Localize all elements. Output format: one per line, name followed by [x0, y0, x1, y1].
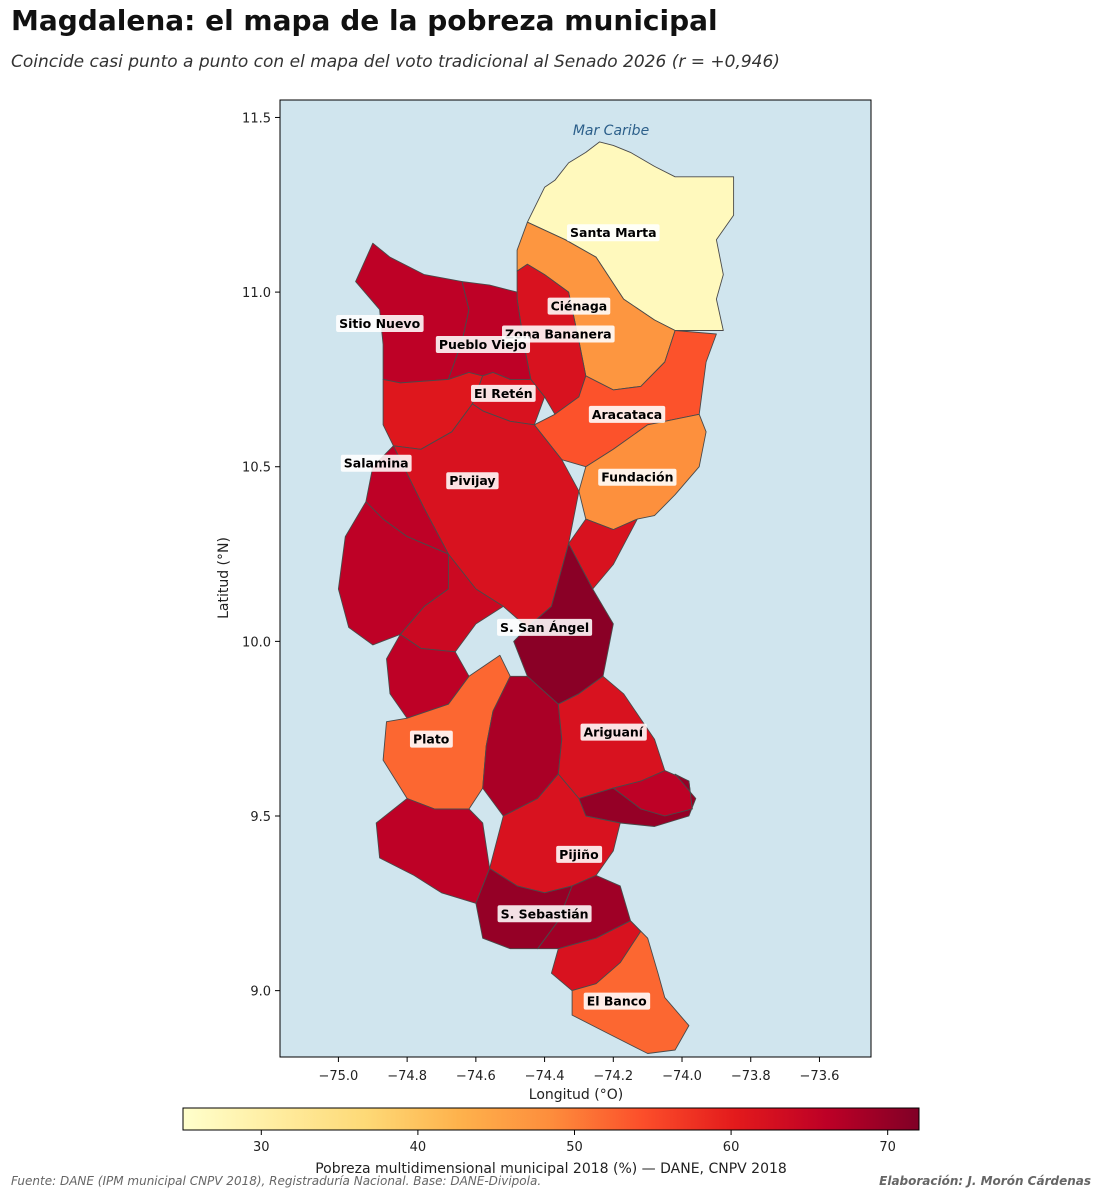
municipality-label-text: Salamina — [344, 456, 409, 471]
municipality-label-box — [471, 384, 536, 402]
source-note: Fuente: DANE (IPM municipal CNPV 2018), … — [11, 1174, 542, 1188]
municipality-label-box — [336, 315, 424, 333]
municipality-label-text: Santa Marta — [570, 225, 657, 240]
municipality-label-box — [580, 723, 647, 741]
x-tick-label: −74.2 — [593, 1069, 633, 1084]
y-axis-label: Latitud (°N) — [216, 537, 232, 619]
municipality-label: Ciénaga — [547, 297, 611, 315]
x-tick-label: −73.8 — [731, 1069, 771, 1084]
municipality-label-text: S. San Ángel — [500, 620, 589, 635]
municipality-region — [571, 920, 690, 1054]
y-tick-label: 9.5 — [250, 810, 271, 825]
x-tick-label: −74.0 — [662, 1069, 702, 1084]
municipality-label-box — [340, 454, 412, 472]
municipality-label: S. Sebastián — [497, 905, 592, 923]
municipality-label-text: Pueblo Viejo — [439, 337, 527, 352]
x-tick-label: −74.8 — [387, 1069, 427, 1084]
municipality-label-box — [497, 618, 593, 636]
municipality-label-box — [497, 905, 592, 923]
municipality-label-text: Aracataca — [592, 407, 662, 422]
colorbar-tick-label: 50 — [566, 1140, 583, 1155]
municipality-label: Fundación — [598, 468, 677, 486]
municipality-label-text: Ciénaga — [551, 299, 608, 314]
municipality-label-box — [583, 992, 651, 1010]
colorbar-tick-label: 70 — [879, 1140, 896, 1155]
municipality-label-text: S. Sebastián — [501, 906, 589, 921]
page-title: Magdalena: el mapa de la pobreza municip… — [11, 4, 718, 37]
y-tick-label: 11.5 — [242, 111, 271, 126]
colorbar-tick-label: 60 — [723, 1140, 740, 1155]
municipality-label: Salamina — [340, 454, 412, 472]
municipality-label-box — [502, 325, 615, 343]
y-axis-ticks: 9.0 9.5 10.0 10.5 11.0 11.5 — [242, 111, 280, 1000]
municipality-label-box — [567, 224, 660, 242]
municipality-label: Santa Marta — [567, 224, 660, 242]
municipality-label-text: Sitio Nuevo — [339, 316, 420, 331]
colorbar-tick-label: 30 — [253, 1140, 270, 1155]
municipality-label-box — [409, 730, 453, 748]
municipality-label: S. San Ángel — [497, 618, 593, 636]
municipality-label-text: Ariguaní — [583, 725, 643, 740]
x-tick-label: −74.6 — [456, 1069, 496, 1084]
sea-label: Mar Caribe — [573, 123, 649, 139]
plot-frame — [279, 99, 872, 1058]
municipality-label-box — [598, 468, 677, 486]
colorbar-ticks: 30 40 50 60 70 — [253, 1130, 896, 1155]
municipality-label: El Retén — [471, 384, 536, 402]
municipality-label: Pueblo Viejo — [435, 335, 531, 353]
credit-note: Elaboración: J. Morón Cárdenas — [879, 1174, 1091, 1188]
municipality-label-text: Pivijay — [449, 473, 495, 488]
municipality-label-box — [588, 405, 666, 423]
colorbar-label: Pobreza multidimensional municipal 2018 … — [315, 1161, 787, 1177]
colorbar — [182, 1107, 920, 1131]
municipality-label: El Banco — [583, 992, 651, 1010]
municipality-label: Pijiño — [556, 845, 603, 863]
municipality-label: Plato — [409, 730, 453, 748]
municipality-labels: Santa Marta Ciénaga Zona Bananera Sitio Nue… — [336, 224, 677, 1010]
municipality-label-text: Plato — [413, 732, 450, 747]
municipality-label-text: Fundación — [601, 470, 673, 485]
page-subtitle: Coincide casi punto a punto con el mapa … — [11, 52, 780, 72]
y-tick-label: 9.0 — [250, 985, 271, 1000]
municipality-label-box — [446, 472, 499, 490]
municipality-label-box — [547, 297, 611, 315]
municipality-label-text: Pijiño — [559, 847, 599, 862]
municipality-label: Aracataca — [588, 405, 666, 423]
municipality-label: Zona Bananera — [502, 325, 615, 343]
x-axis-label: Longitud (°O) — [529, 1087, 623, 1103]
y-tick-label: 10.0 — [242, 635, 271, 650]
y-tick-label: 10.5 — [242, 461, 271, 476]
municipality-label: Ariguaní — [580, 723, 647, 741]
x-axis-ticks: −75.0 −74.8 −74.6 −74.4 −74.2 −74.0 −73.8 −73.6 — [318, 1057, 839, 1084]
municipality-label-text: El Retén — [474, 386, 533, 401]
municipality-label-text: El Banco — [587, 994, 647, 1009]
x-tick-label: −73.6 — [800, 1069, 840, 1084]
municipality-label-box — [435, 335, 531, 353]
x-tick-label: −74.4 — [525, 1069, 565, 1084]
x-tick-label: −75.0 — [318, 1069, 358, 1084]
colorbar-tick-label: 40 — [410, 1140, 427, 1155]
municipality-label-text: Zona Bananera — [505, 327, 612, 342]
municipality-label-box — [556, 845, 603, 863]
municipality-label: Pivijay — [446, 472, 499, 490]
municipality-label: Sitio Nuevo — [336, 315, 424, 333]
y-tick-label: 11.0 — [242, 286, 271, 301]
